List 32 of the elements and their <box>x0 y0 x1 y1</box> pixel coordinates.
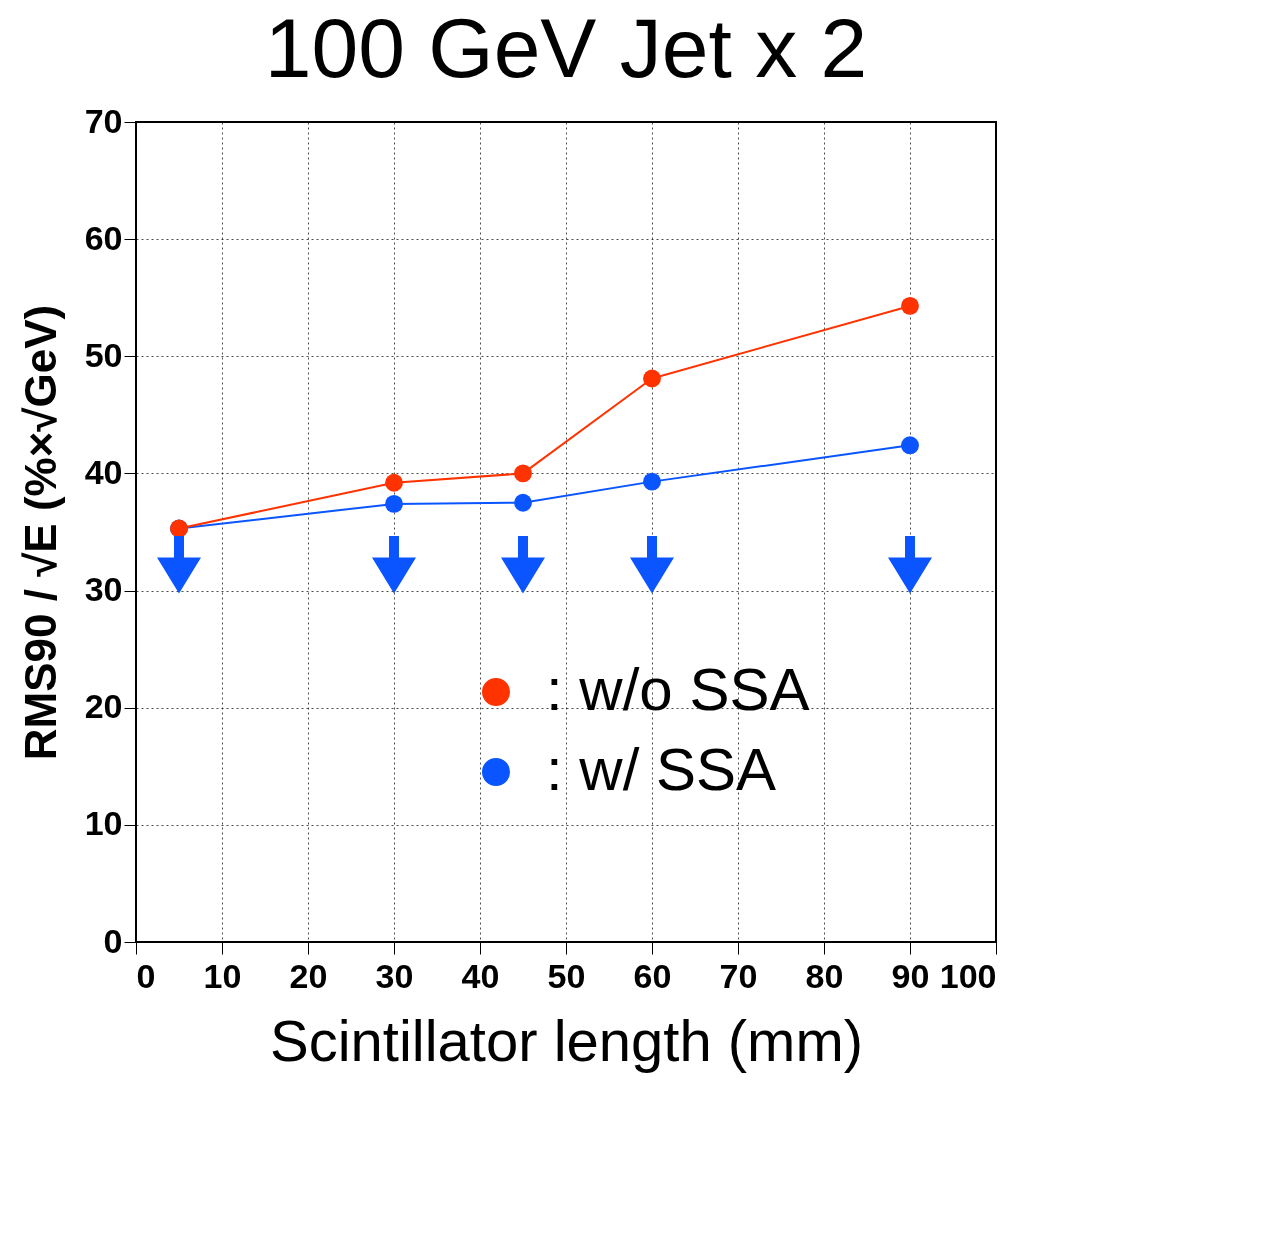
point <box>385 494 403 513</box>
point <box>901 296 919 315</box>
chart-title: 100 GeV Jet x 2 <box>264 1 868 95</box>
y-tick-label: 70 <box>84 101 123 140</box>
x-tick-label: 20 <box>289 956 328 995</box>
x-tick-label: 70 <box>719 956 758 995</box>
point <box>643 472 661 491</box>
x-axis-title: Scintillator length (mm) <box>269 1007 864 1073</box>
y-tick-label: 40 <box>84 452 123 491</box>
x-tick-label: 50 <box>547 956 586 995</box>
y-tick-label: 50 <box>84 335 123 374</box>
y-tick-label: 30 <box>84 570 123 609</box>
x-tick-label: 80 <box>805 956 844 995</box>
x-tick-label: 90 <box>891 956 930 995</box>
y-axis-title: RMS90 / √E (%×√GeV) <box>15 304 65 761</box>
point <box>514 464 532 483</box>
y-tick-label: 20 <box>84 687 123 726</box>
point <box>643 369 661 388</box>
x-tick-label: 30 <box>375 956 414 995</box>
x-tick-label: 10 <box>203 956 242 995</box>
y-tick-label: 60 <box>84 218 123 257</box>
x-tick-label: 40 <box>461 956 500 995</box>
legend-label: : w/o SSA <box>546 656 810 723</box>
x-tick-label: 0 <box>136 956 156 995</box>
x-tick-label: 60 <box>633 956 672 995</box>
point <box>901 436 919 455</box>
legend-label: : w/ SSA <box>546 736 777 803</box>
x-tick-label: 100 <box>939 956 997 995</box>
point <box>514 493 532 512</box>
y-tick-label: 10 <box>84 804 123 843</box>
point <box>385 473 403 492</box>
y-tick-label: 0 <box>103 921 123 960</box>
